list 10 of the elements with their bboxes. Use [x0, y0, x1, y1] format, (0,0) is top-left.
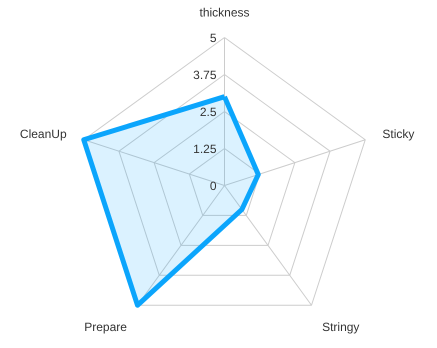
spoke-label: CleanUp: [20, 127, 67, 142]
y-tick-label: 5: [210, 31, 217, 45]
spoke-label: thickness: [199, 6, 250, 20]
y-tick-label: 1.25: [193, 142, 217, 156]
y-tick-label: 2.5: [200, 105, 217, 119]
spoke-label: Prepare: [84, 320, 128, 334]
y-tick-label: 0: [210, 179, 217, 193]
spoke-label: Stringy: [322, 320, 360, 334]
spoke-label: Sticky: [382, 127, 414, 142]
y-tick-label: 3.75: [193, 68, 217, 82]
